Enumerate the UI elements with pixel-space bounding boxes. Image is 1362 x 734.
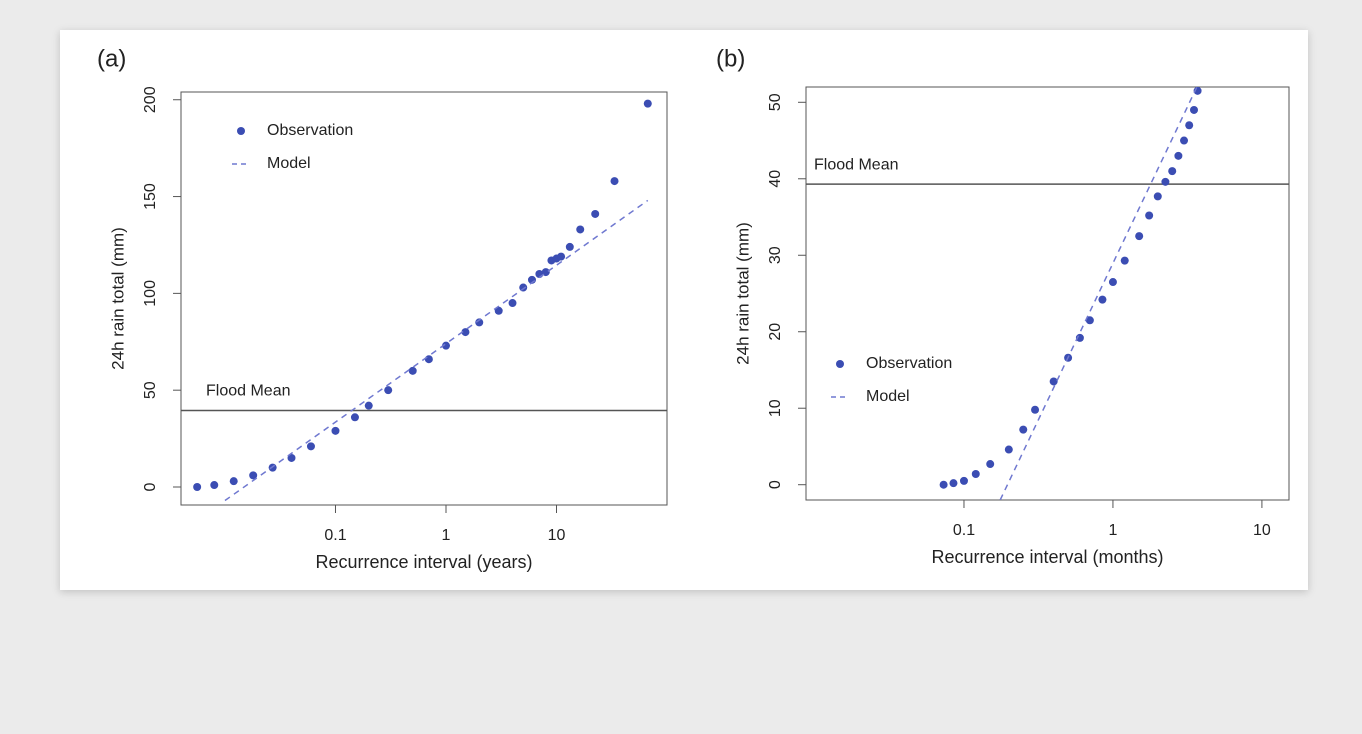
legend-marker — [237, 127, 245, 135]
observation-point — [1180, 136, 1189, 145]
observation-point — [1085, 316, 1094, 325]
x-axis-label: Recurrence interval (months) — [931, 547, 1163, 567]
x-tick-label: 10 — [1253, 522, 1271, 539]
observation-point — [408, 366, 417, 375]
flood-mean-label: Flood Mean — [206, 383, 291, 400]
legend-label: Observation — [866, 355, 952, 372]
observation-point — [1019, 425, 1028, 434]
observation-point — [210, 481, 219, 490]
observation-point — [1174, 151, 1183, 160]
observation-point — [1049, 377, 1058, 386]
observation-point — [541, 268, 550, 277]
observation-point — [193, 482, 202, 491]
observation-point — [1168, 167, 1177, 176]
observation-point — [971, 469, 980, 478]
observation-point — [1185, 121, 1194, 130]
observation-point — [1004, 445, 1013, 454]
y-tick-label: 50 — [142, 381, 159, 399]
x-tick-label: 10 — [548, 527, 566, 544]
legend-marker — [836, 360, 844, 368]
observation-point — [461, 328, 470, 337]
observation-point — [643, 99, 652, 108]
observation-point — [268, 463, 277, 472]
observation-point — [249, 471, 258, 480]
observation-point — [350, 413, 359, 422]
y-tick-label: 50 — [767, 93, 784, 111]
observation-point — [1153, 192, 1162, 201]
observation-point — [364, 401, 373, 410]
observation-point — [287, 453, 296, 462]
observation-point — [939, 480, 948, 489]
y-tick-label: 20 — [767, 323, 784, 341]
flood-mean-label: Flood Mean — [814, 156, 899, 173]
figure-card — [60, 30, 1308, 590]
panel-label: (b) — [716, 45, 745, 72]
plot-frame — [805, 86, 1290, 501]
observation-point — [441, 341, 450, 350]
y-tick-label: 100 — [142, 280, 159, 307]
x-tick-label: 0.1 — [953, 522, 975, 539]
observation-point — [424, 355, 433, 364]
legend-label: Observation — [267, 122, 353, 139]
y-axis-label: 24h rain total (mm) — [733, 222, 752, 365]
observation-point — [576, 225, 585, 234]
y-axis-label: 24h rain total (mm) — [108, 227, 127, 370]
plot-frame — [180, 91, 668, 506]
y-tick-label: 0 — [142, 482, 159, 491]
observation-point — [557, 252, 566, 261]
observation-point — [1145, 211, 1154, 220]
observation-point — [508, 299, 517, 308]
observation-point — [591, 209, 600, 218]
observation-point — [384, 386, 393, 395]
observation-point — [229, 477, 238, 486]
y-tick-label: 150 — [142, 183, 159, 210]
y-tick-label: 30 — [767, 246, 784, 264]
panel-label: (a) — [97, 45, 126, 72]
observation-point — [565, 242, 574, 251]
observation-point — [306, 442, 315, 451]
model-line — [999, 87, 1198, 500]
y-tick-label: 0 — [767, 480, 784, 489]
observation-point — [331, 426, 340, 435]
observation-point — [475, 318, 484, 327]
observation-point — [1120, 256, 1129, 265]
x-axis-label: Recurrence interval (years) — [315, 552, 532, 572]
observation-point — [1189, 105, 1198, 114]
observation-point — [959, 476, 968, 485]
observation-point — [1098, 295, 1107, 304]
observation-point — [610, 177, 619, 186]
observation-point — [949, 479, 958, 488]
observation-point — [494, 306, 503, 315]
observation-point — [1031, 405, 1040, 414]
x-tick-label: 1 — [1108, 522, 1117, 539]
y-tick-label: 200 — [142, 86, 159, 113]
x-tick-label: 1 — [442, 527, 451, 544]
y-tick-label: 10 — [767, 399, 784, 417]
y-tick-label: 40 — [767, 170, 784, 188]
observation-point — [986, 460, 995, 469]
x-tick-label: 0.1 — [324, 527, 346, 544]
model-line — [224, 199, 649, 502]
observation-point — [1161, 177, 1170, 186]
legend-label: Model — [267, 155, 311, 172]
observation-point — [1135, 232, 1144, 241]
observation-point — [1108, 278, 1117, 287]
legend-label: Model — [866, 388, 910, 405]
